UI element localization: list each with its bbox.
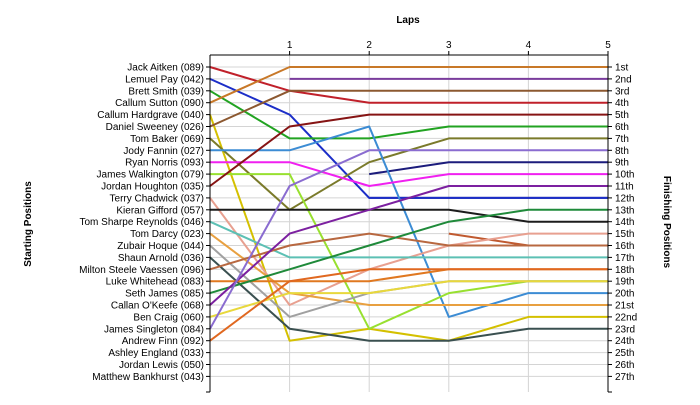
driver-label: Andrew Finn (092): [122, 336, 204, 347]
lap-label: 5: [605, 40, 611, 51]
driver-label: Kieran Gifford (057): [116, 205, 204, 216]
finish-label: 27th: [615, 372, 634, 383]
finish-label: 4th: [615, 98, 629, 109]
series-lines: [209, 66, 608, 342]
lap-label: 3: [446, 40, 452, 51]
series-line: [209, 232, 608, 306]
driver-label: Ben Craig (060): [133, 312, 204, 323]
labels: 1 2 3 4 5 Jack Aitken (089)Lemuel Pay (042)Br…: [79, 40, 637, 383]
finish-label: 25th: [615, 348, 634, 359]
driver-label: Seth James (085): [125, 289, 204, 300]
x-axis-title: Laps: [396, 15, 420, 26]
series-line: [369, 161, 608, 176]
series-line: [209, 66, 608, 104]
series-line: [209, 114, 608, 342]
series-line: [209, 89, 608, 140]
driver-label: Ryan Norris (093): [125, 158, 204, 169]
driver-label: Tom Sharpe Reynolds (046): [79, 217, 204, 228]
series-line: [210, 125, 608, 318]
finish-label: 1st: [615, 63, 629, 74]
axes: [206, 51, 612, 393]
finish-label: 13th: [615, 205, 634, 216]
driver-label: Jordan Houghton (035): [101, 182, 204, 193]
finish-label: 17th: [615, 253, 634, 264]
finish-label: 18th: [615, 265, 634, 276]
driver-label: Jody Fannin (027): [123, 146, 204, 157]
driver-label: Tom Darcy (023): [130, 229, 204, 240]
finish-label: 6th: [615, 122, 629, 133]
driver-label: Tom Baker (069): [130, 134, 204, 145]
series-line: [209, 208, 608, 295]
driver-label: Zubair Hoque (044): [117, 241, 204, 252]
finish-label: 2nd: [615, 74, 632, 85]
driver-label: Shaun Arnold (036): [118, 253, 204, 264]
driver-label: Terry Chadwick (037): [110, 193, 204, 204]
finish-label: 24th: [615, 336, 634, 347]
finish-label: 9th: [615, 158, 629, 169]
finish-label: 23rd: [615, 324, 635, 335]
finish-label: 14th: [615, 217, 634, 228]
series-line: [209, 220, 608, 259]
driver-label: Daniel Sweeney (026): [106, 122, 204, 133]
driver-label: Callan O'Keefe (068): [111, 301, 204, 312]
series-line: [209, 280, 608, 318]
lap-label: 4: [526, 40, 532, 51]
finish-label: 8th: [615, 146, 629, 157]
finish-label: 20th: [615, 289, 634, 300]
finish-label: 16th: [615, 241, 634, 252]
finish-label: 5th: [615, 110, 629, 121]
driver-label: Jordan Lewis (050): [119, 360, 204, 371]
series-line: [209, 232, 608, 271]
finish-label: 26th: [615, 360, 634, 371]
driver-label: Ashley England (033): [108, 348, 204, 359]
finish-label: 19th: [615, 277, 634, 288]
finish-label: 21st: [615, 301, 634, 312]
series-line: [209, 256, 608, 342]
lap-label: 2: [366, 40, 372, 51]
finish-label: 22nd: [615, 312, 637, 323]
driver-label: Callum Sutton (090): [115, 98, 204, 109]
driver-label: Jack Aitken (089): [127, 63, 204, 74]
finish-label: 12th: [615, 193, 634, 204]
series-line: [209, 113, 608, 187]
driver-label: Luke Whitehead (083): [106, 277, 204, 288]
finish-label: 3rd: [615, 86, 629, 97]
finish-label: 11th: [615, 182, 634, 193]
series-line: [209, 149, 608, 330]
driver-label: Callum Hardgrave (040): [97, 110, 204, 121]
driver-label: James Walkington (079): [97, 170, 204, 181]
series-line: [209, 66, 608, 104]
driver-label: Lemuel Pay (042): [125, 74, 204, 85]
finish-label: 15th: [615, 229, 634, 240]
lap-label: 1: [287, 40, 293, 51]
left-axis-title: Starting Positions: [23, 181, 34, 267]
finish-label: 7th: [615, 134, 629, 145]
driver-label: James Singleton (084): [104, 324, 204, 335]
right-axis-title: Finishing Positions: [661, 176, 672, 269]
driver-label: Milton Steele Vaessen (096): [79, 265, 204, 276]
driver-label: Matthew Bankhurst (043): [92, 372, 204, 383]
finish-label: 10th: [615, 170, 634, 181]
driver-label: Brett Smith (039): [128, 86, 204, 97]
series-line: [209, 268, 608, 342]
series-line: [209, 185, 608, 306]
series-line: [209, 89, 608, 128]
series-line: [210, 161, 608, 187]
